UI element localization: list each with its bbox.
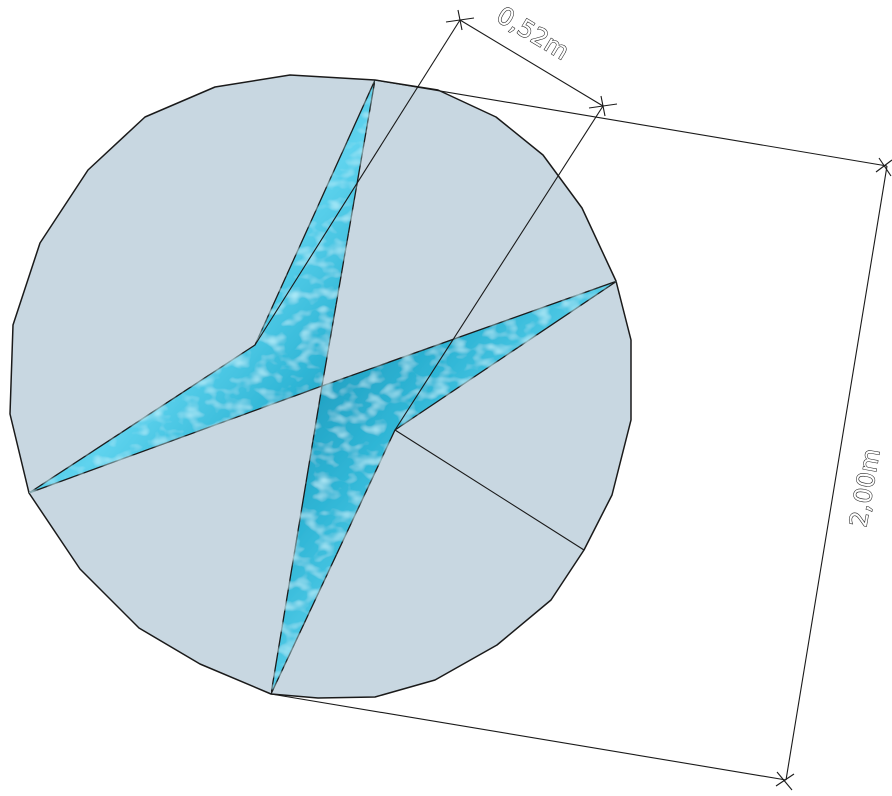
extension-line-bottom [270, 693, 787, 781]
dimension-line-width [459, 19, 604, 107]
extension-line-left [254, 19, 461, 346]
extension-line-top [374, 79, 888, 167]
tick-bottom [776, 771, 793, 791]
crease-line [394, 429, 585, 551]
diameter-dimension-label: 2,00m [844, 446, 885, 529]
dimension-line-diameter [785, 165, 888, 781]
tick-right-b [600, 95, 606, 117]
tick-left-b [457, 9, 463, 31]
extension-line-right [394, 105, 604, 431]
tick-top [878, 157, 892, 177]
tick-bottom-b [775, 773, 795, 787]
width-dimension-label: 0,52m [492, 1, 574, 66]
water-star-shape [28, 79, 376, 494]
tick-top-b [875, 159, 892, 173]
